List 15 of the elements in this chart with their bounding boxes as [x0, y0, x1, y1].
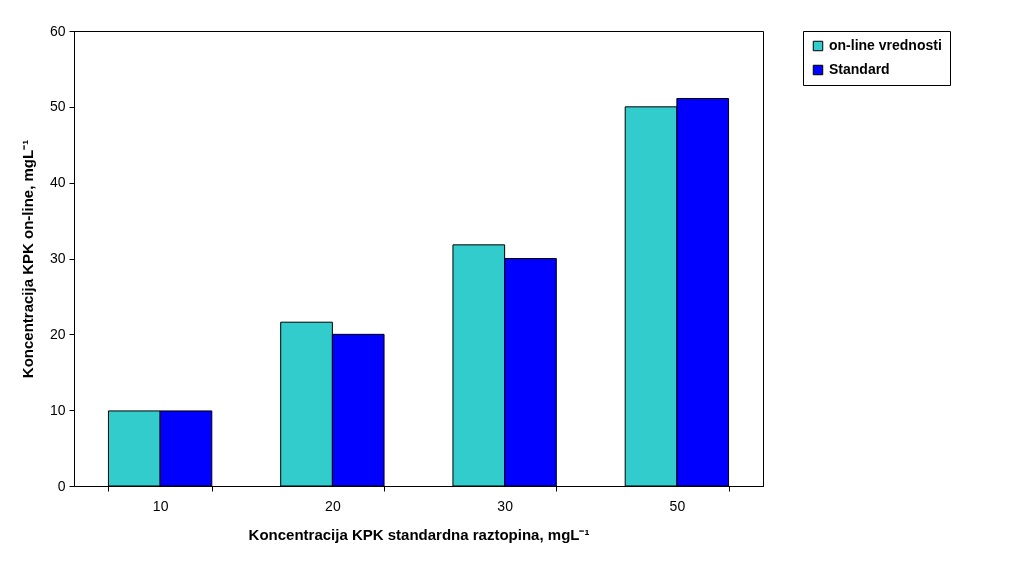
legend-label: on-line vrednosti [829, 37, 942, 53]
x-tick-label: 30 [497, 497, 514, 514]
y-tick-label: 50 [49, 98, 66, 115]
y-axis-title: Koncentracija KPK on-line, mgL⁻¹ [18, 139, 36, 379]
x-axis-title: Koncentracija KPK standardna raztopina, mgL⁻¹ [248, 525, 590, 543]
x-tick-label: 10 [152, 497, 169, 514]
y-tick-label: 30 [49, 250, 66, 266]
x-tick-label: 20 [325, 497, 341, 514]
y-tick-label: 20 [49, 325, 66, 342]
x-tick-label: 50 [669, 497, 686, 514]
y-tick-label: 40 [49, 174, 66, 191]
y-tick-label: 10 [49, 401, 66, 418]
y-tick-label: 60 [49, 22, 66, 39]
legend-label: Standard [829, 61, 890, 77]
y-tick-label: 0 [57, 477, 66, 494]
